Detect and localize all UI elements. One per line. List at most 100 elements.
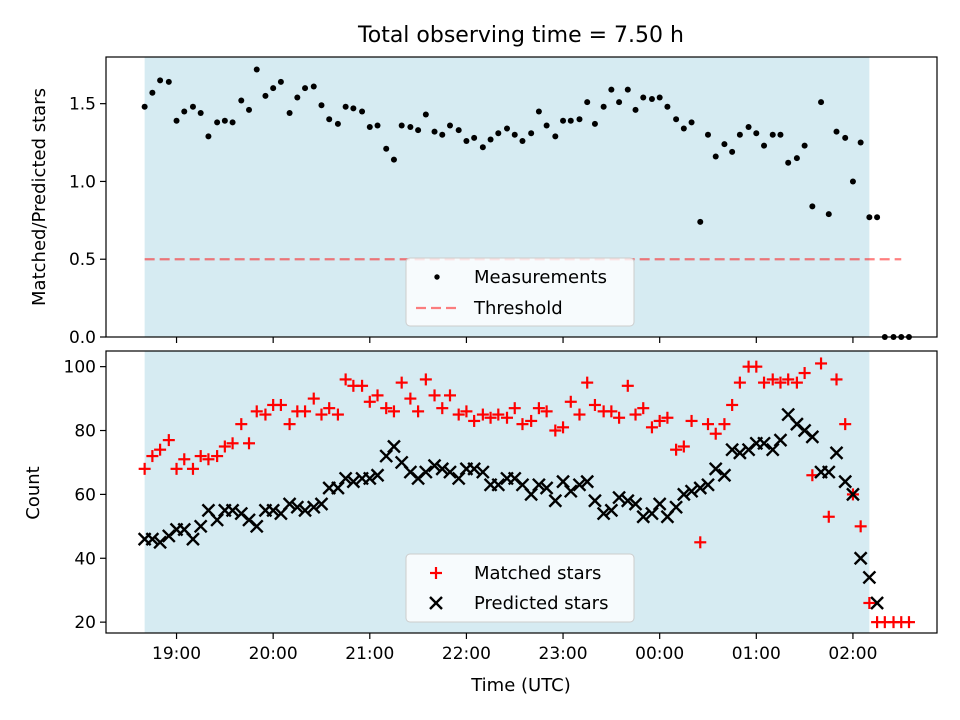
legend-measurements-label: Measurements	[474, 267, 607, 288]
measurement-point	[857, 139, 864, 146]
predicted-star-point	[532, 477, 546, 492]
matched-star-point	[443, 389, 456, 402]
matched-star-point	[540, 405, 553, 418]
measurement-point	[736, 131, 743, 138]
measurement-point	[383, 145, 390, 152]
legend-matched-label: Matched stars	[474, 563, 601, 584]
predicted-star-point	[418, 465, 433, 479]
measurement-point	[600, 103, 607, 110]
predicted-star-point	[306, 500, 321, 515]
predicted-star-point	[612, 490, 626, 505]
predicted-star-point	[645, 506, 659, 521]
matched-star-point	[588, 398, 601, 411]
matched-star-point	[605, 405, 618, 418]
predicted-star-point	[676, 487, 691, 502]
measurement-point	[350, 105, 357, 112]
measurement-point	[591, 120, 598, 127]
predicted-star-point	[548, 493, 563, 508]
measurement-point	[439, 131, 446, 138]
matched-star-point	[202, 453, 215, 466]
matched-star-point	[815, 357, 828, 370]
matched-star-point	[412, 405, 425, 418]
matched-star-point	[750, 360, 763, 373]
measurement-point	[181, 108, 188, 115]
matched-star-point	[830, 373, 843, 386]
measurement-point	[729, 148, 736, 155]
measurement-points	[141, 66, 912, 340]
matched-star-point	[629, 408, 642, 421]
bottom-y-tick-label: 20	[74, 613, 96, 633]
matched-star-point	[395, 376, 408, 389]
legend-predicted-label: Predicted stars	[474, 593, 608, 614]
measurement-point	[753, 130, 760, 137]
bottom-y-tick-label: 100	[64, 358, 96, 378]
measurement-point	[664, 103, 671, 110]
matched-star-point	[250, 405, 263, 418]
measurement-point	[189, 103, 196, 110]
matched-star-point	[170, 462, 183, 475]
measurement-point	[229, 119, 236, 126]
predicted-star-point	[186, 532, 200, 546]
predicted-star-point	[427, 458, 442, 473]
predicted-star-point	[331, 481, 345, 495]
legend-predicted-marker	[429, 596, 443, 610]
measurement-point	[277, 78, 284, 85]
measurement-point	[528, 130, 535, 137]
measurement-point	[270, 85, 277, 92]
bottom-panel: 20 40 60 80 100 19:00 20:00 21:00 22:00 23:00 00:0…	[23, 350, 938, 696]
matched-star-point	[839, 418, 852, 431]
x-tick-label: 01:00	[732, 644, 781, 664]
predicted-star-point	[451, 471, 466, 486]
top-axis-ticks: 0.0 0.5 1.0 1.5	[69, 95, 854, 348]
predicted-star-point	[725, 442, 739, 457]
matched-star-point	[331, 408, 344, 421]
measurement-point	[576, 116, 583, 123]
measurement-point	[511, 131, 518, 138]
measurement-point	[849, 178, 856, 185]
matched-star-point	[452, 408, 465, 421]
matched-star-point	[694, 536, 707, 549]
predicted-star-point	[604, 503, 619, 518]
predicted-star-point	[588, 493, 602, 508]
measurement-point	[310, 83, 317, 90]
predicted-star-point	[838, 474, 853, 489]
matched-star-point	[766, 373, 779, 386]
measurement-point	[359, 108, 366, 115]
matched-star-point	[186, 462, 199, 475]
matched-star-point	[863, 596, 876, 609]
bottom-axes-frame	[105, 350, 938, 634]
measurement-point	[673, 116, 680, 123]
matched-star-point	[670, 443, 683, 456]
predicted-star-point	[314, 497, 329, 511]
predicted-star-point	[290, 500, 305, 515]
x-tick-label: 22:00	[442, 644, 491, 664]
measurement-point	[833, 128, 840, 135]
matched-star-point	[790, 376, 803, 389]
measurement-point	[487, 136, 494, 143]
matched-star-point	[484, 411, 497, 424]
matched-star-point	[235, 418, 248, 431]
top-y-tick-label: 1.0	[69, 172, 96, 192]
matched-star-point	[356, 379, 369, 392]
measurement-point	[680, 125, 687, 132]
measurement-point	[471, 134, 478, 141]
matched-star-point	[307, 392, 320, 405]
matched-stars-points	[138, 357, 915, 629]
x-tick-label: 23:00	[539, 644, 588, 664]
measurement-point	[366, 124, 373, 130]
measurement-point	[552, 133, 559, 140]
measurement-point	[431, 128, 438, 135]
legend-matched-marker	[430, 567, 442, 579]
matched-star-point	[822, 510, 835, 523]
measurement-point	[205, 133, 212, 140]
matched-star-point	[718, 418, 731, 431]
matched-star-point	[460, 405, 473, 418]
bottom-legend: Matched stars Predicted stars	[405, 553, 635, 623]
predicted-star-point	[539, 481, 554, 495]
matched-star-point	[645, 421, 658, 434]
predicted-star-point	[693, 481, 708, 495]
predicted-star-point	[701, 477, 715, 492]
predicted-star-point	[620, 493, 635, 508]
matched-star-point	[259, 408, 272, 421]
measurement-point	[398, 122, 405, 129]
